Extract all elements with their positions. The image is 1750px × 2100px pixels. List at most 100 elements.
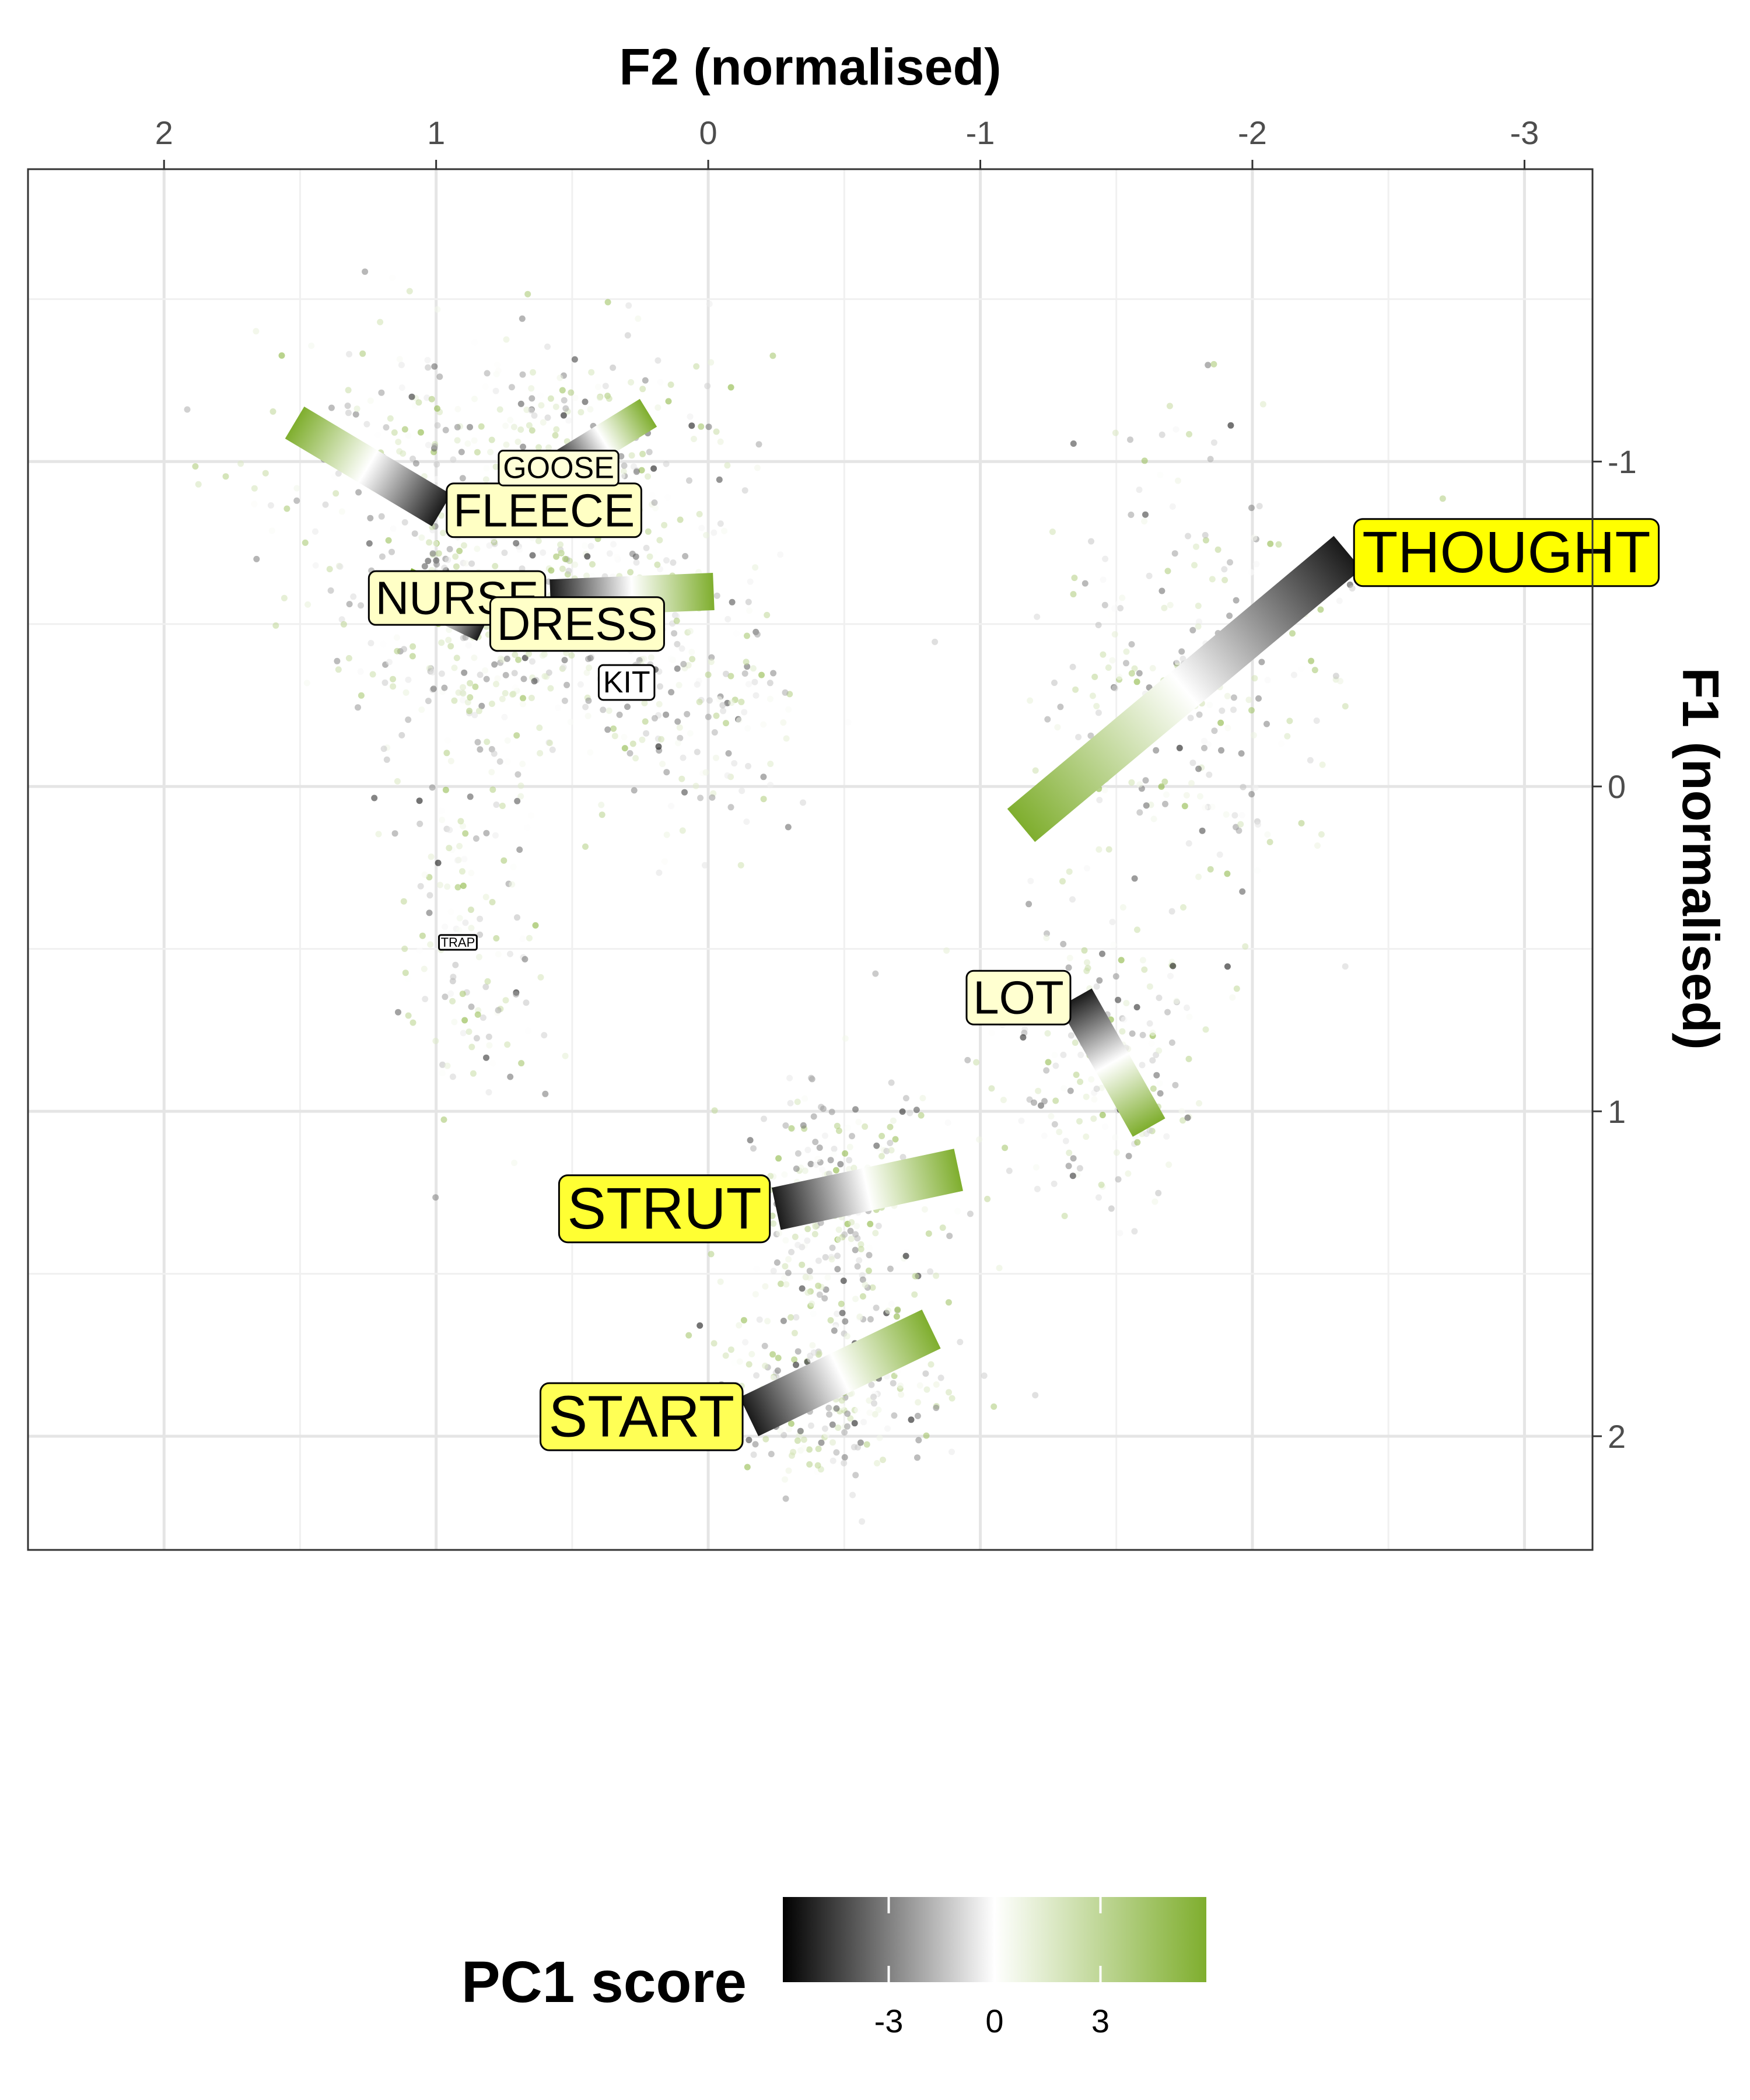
data-point (964, 1056, 971, 1063)
data-point (262, 470, 269, 477)
data-point (251, 485, 258, 492)
data-point (467, 680, 474, 687)
data-point (1188, 780, 1195, 787)
data-point (1238, 812, 1245, 818)
data-point (1224, 963, 1231, 970)
data-point (878, 1133, 886, 1139)
data-point (474, 545, 481, 552)
data-point (1278, 740, 1284, 747)
data-point (439, 1061, 446, 1068)
data-point (794, 1098, 801, 1105)
data-point (831, 1151, 838, 1158)
data-point (914, 1454, 921, 1461)
data-point (602, 383, 609, 390)
data-point (736, 1358, 743, 1365)
data-point (565, 417, 572, 424)
data-point (482, 894, 489, 901)
data-point (1129, 1030, 1136, 1037)
data-point (691, 436, 697, 442)
data-point (706, 300, 713, 307)
data-point (804, 1289, 811, 1296)
data-point (819, 1166, 826, 1173)
data-point (332, 490, 340, 497)
data-point (346, 351, 352, 358)
data-point (388, 548, 395, 555)
data-point (402, 689, 410, 696)
data-point (281, 594, 288, 601)
data-point (893, 1313, 900, 1320)
data-point (800, 799, 806, 806)
data-point (667, 382, 674, 388)
data-point (1096, 846, 1102, 853)
data-point (820, 1105, 827, 1112)
data-point (426, 909, 433, 916)
data-point (517, 426, 524, 433)
svg-text:DRESS: DRESS (497, 598, 658, 650)
data-point (768, 1451, 775, 1458)
data-point (716, 476, 723, 483)
data-point (460, 883, 467, 889)
data-point (1251, 534, 1258, 541)
data-point (1093, 1086, 1100, 1092)
data-point (872, 1411, 878, 1418)
data-point (791, 1329, 798, 1336)
data-point (502, 422, 509, 429)
data-point (1189, 626, 1196, 634)
data-point (642, 377, 649, 384)
data-point (654, 561, 661, 568)
data-point (838, 1404, 845, 1410)
data-point (807, 1161, 814, 1167)
data-point (667, 655, 674, 662)
data-point (1245, 696, 1252, 704)
data-point (424, 394, 430, 401)
data-point (816, 1292, 823, 1298)
data-point (698, 524, 705, 531)
data-point (496, 758, 503, 765)
data-point (673, 617, 680, 624)
data-point (468, 1003, 475, 1010)
data-point (439, 817, 446, 824)
data-point (483, 1054, 489, 1061)
data-point (814, 1156, 821, 1163)
data-point (438, 512, 445, 519)
data-point (1102, 1124, 1108, 1130)
colorbar-legend: PC1 score -3 0 3 (461, 1897, 1206, 2039)
data-point (1128, 641, 1135, 648)
data-point (1006, 1167, 1013, 1174)
data-point (449, 998, 456, 1005)
data-point (1136, 487, 1143, 494)
data-point (789, 1452, 795, 1459)
data-point (1069, 896, 1076, 903)
data-point (731, 1359, 738, 1366)
data-point (572, 394, 579, 401)
data-point (829, 1244, 836, 1251)
data-point (835, 1236, 842, 1243)
data-point (1195, 618, 1202, 625)
data-point (897, 1382, 904, 1390)
data-point (1134, 926, 1140, 933)
data-point (870, 1394, 877, 1401)
data-point (680, 661, 687, 667)
data-point (536, 444, 542, 451)
data-point (1088, 538, 1094, 545)
data-point (713, 712, 720, 719)
data-point (621, 462, 628, 469)
data-point (610, 725, 617, 732)
data-point (743, 818, 750, 825)
data-point (727, 384, 734, 391)
data-point (1210, 360, 1217, 368)
data-point (1081, 947, 1088, 954)
data-point (954, 1208, 961, 1214)
data-point (1084, 965, 1091, 971)
data-point (394, 778, 401, 785)
data-point (438, 639, 445, 646)
data-point (670, 559, 677, 566)
data-point (738, 698, 744, 705)
data-point (452, 553, 459, 560)
data-point (887, 1265, 894, 1272)
data-point (483, 830, 490, 836)
data-point (1083, 864, 1090, 872)
data-point (532, 922, 539, 929)
data-point (807, 1422, 814, 1429)
data-point (854, 1406, 861, 1413)
